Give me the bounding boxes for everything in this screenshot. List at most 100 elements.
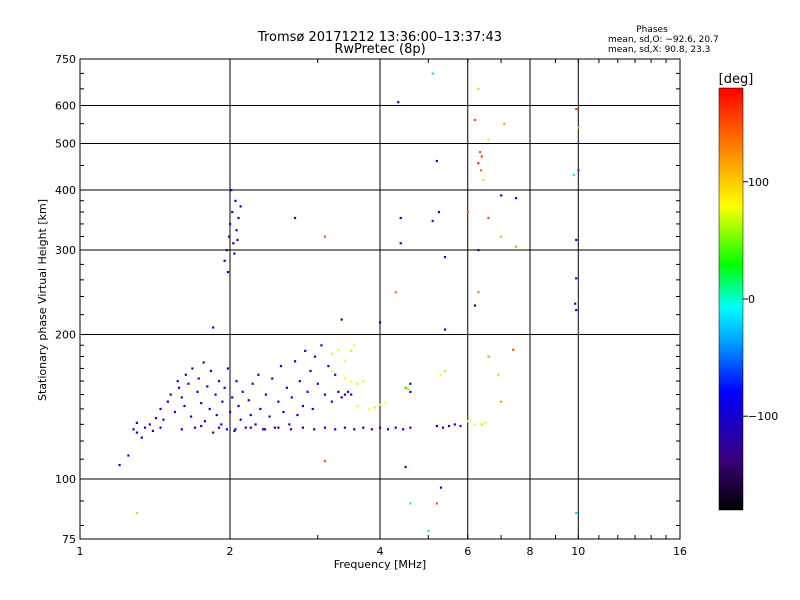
data-point bbox=[293, 216, 297, 220]
data-point bbox=[227, 235, 231, 238]
data-point bbox=[350, 349, 353, 352]
data-point bbox=[304, 349, 307, 352]
data-point bbox=[427, 529, 430, 533]
data-point bbox=[575, 108, 578, 111]
data-point bbox=[330, 400, 333, 403]
data-point bbox=[191, 367, 194, 370]
data-point bbox=[435, 159, 438, 163]
data-point bbox=[447, 424, 451, 428]
data-point bbox=[477, 291, 480, 294]
data-point bbox=[313, 355, 317, 358]
data-point bbox=[259, 407, 262, 411]
data-point bbox=[435, 502, 438, 505]
data-point bbox=[404, 386, 407, 389]
data-point bbox=[512, 348, 515, 351]
y-axis-ticks: 75 100 200 300 400 500 600 750 bbox=[55, 53, 680, 546]
data-point bbox=[229, 410, 232, 414]
data-point bbox=[212, 326, 215, 329]
data-point bbox=[212, 431, 215, 434]
data-point bbox=[384, 402, 387, 405]
data-point bbox=[503, 122, 506, 125]
data-point bbox=[356, 404, 359, 408]
colorbar bbox=[718, 87, 744, 511]
x-axis-label: Frequency [MHz] bbox=[334, 558, 426, 571]
data-point bbox=[215, 413, 218, 417]
data-point bbox=[439, 373, 443, 376]
data-point bbox=[187, 382, 190, 385]
data-point bbox=[151, 429, 155, 433]
x-tick-label: 6 bbox=[464, 545, 471, 558]
data-point bbox=[193, 426, 197, 429]
data-point bbox=[208, 407, 211, 411]
data-point bbox=[487, 138, 490, 141]
data-point bbox=[237, 404, 240, 408]
data-point bbox=[226, 367, 230, 370]
data-point bbox=[435, 424, 438, 428]
data-point bbox=[337, 348, 340, 351]
data-point bbox=[251, 382, 254, 385]
data-point bbox=[273, 426, 276, 429]
data-point bbox=[409, 382, 412, 385]
data-point bbox=[189, 415, 193, 418]
data-point bbox=[406, 388, 410, 391]
data-point bbox=[477, 162, 480, 165]
data-point bbox=[311, 407, 314, 411]
data-point bbox=[277, 400, 280, 403]
data-point bbox=[271, 377, 274, 380]
data-point bbox=[268, 415, 271, 418]
phase-heading: Phases bbox=[636, 25, 668, 35]
data-point bbox=[343, 360, 347, 363]
data-point bbox=[184, 373, 187, 376]
data-point bbox=[264, 393, 268, 396]
data-point bbox=[487, 355, 490, 358]
data-point bbox=[225, 428, 228, 431]
data-point bbox=[301, 426, 305, 429]
data-point bbox=[296, 413, 299, 417]
x-tick-label: 10 bbox=[571, 545, 585, 558]
data-point bbox=[500, 400, 503, 403]
data-point bbox=[473, 118, 477, 122]
data-point bbox=[379, 403, 382, 406]
data-point bbox=[577, 169, 580, 172]
data-point bbox=[232, 242, 235, 245]
chart-subtitle: RwPretec (8p) bbox=[334, 42, 425, 57]
data-point bbox=[234, 199, 237, 202]
data-point bbox=[402, 428, 405, 431]
data-point bbox=[159, 407, 162, 411]
x-tick-label: 16 bbox=[673, 545, 687, 558]
colorbar-tick-label: 100 bbox=[748, 176, 769, 189]
data-point bbox=[159, 426, 162, 429]
data-point bbox=[466, 211, 469, 214]
data-point bbox=[135, 511, 138, 515]
data-point bbox=[453, 423, 456, 426]
data-point bbox=[340, 396, 343, 399]
data-point bbox=[479, 151, 482, 154]
data-point bbox=[353, 344, 356, 347]
data-point bbox=[572, 173, 576, 177]
grid-lines bbox=[80, 59, 680, 539]
data-point bbox=[340, 318, 343, 321]
data-point bbox=[487, 216, 490, 220]
data-point bbox=[482, 178, 485, 182]
data-point bbox=[397, 101, 400, 104]
data-point bbox=[226, 270, 230, 274]
data-point bbox=[143, 426, 147, 429]
data-point bbox=[148, 423, 151, 426]
data-points bbox=[118, 72, 580, 533]
data-point bbox=[343, 426, 347, 429]
x-tick-label: 8 bbox=[527, 545, 534, 558]
y-tick-label: 200 bbox=[55, 329, 76, 342]
data-point bbox=[263, 428, 267, 431]
data-point bbox=[223, 259, 226, 262]
data-point bbox=[362, 426, 365, 429]
colorbar-label: [deg] bbox=[719, 72, 754, 87]
data-point bbox=[394, 291, 397, 294]
data-point bbox=[118, 463, 121, 467]
chart-title: Tromsø 20171212 13:36:00–13:37:43 bbox=[257, 30, 502, 45]
data-point bbox=[343, 377, 347, 380]
data-point bbox=[239, 205, 242, 208]
x-tick-label: 4 bbox=[377, 545, 384, 558]
data-point bbox=[206, 385, 209, 388]
data-point bbox=[306, 390, 309, 393]
